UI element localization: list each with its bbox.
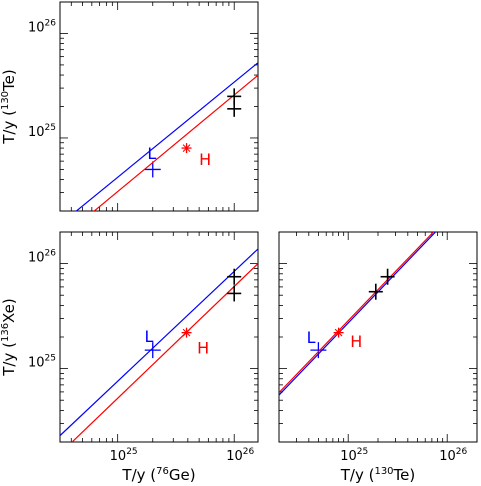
tick-marks <box>60 1 258 212</box>
series-annotation-L: L <box>147 144 156 163</box>
tick-marks <box>60 231 258 443</box>
data-point-black-0 <box>368 283 383 300</box>
data-layer <box>75 62 258 211</box>
series-annotation-L: L <box>145 327 154 346</box>
y-tick-label: 1025 <box>28 354 56 371</box>
data-point-H-0 <box>181 143 192 154</box>
data-layer <box>279 232 437 396</box>
data-point-black-1 <box>227 100 242 117</box>
series-line-H <box>71 263 258 442</box>
y-axis-label: T/y (136Xe) <box>0 298 18 377</box>
series-annotation-L: L <box>307 328 316 347</box>
data-point-H-0 <box>181 327 192 338</box>
data-point-black-1 <box>380 268 395 285</box>
x-axis-label: T/y (130Te) <box>340 466 416 484</box>
data-point-black-0 <box>227 268 242 285</box>
series-annotation-H: H <box>199 150 211 169</box>
tick-marks <box>278 231 478 443</box>
series-line-L <box>279 232 437 396</box>
panel-top-left: 1025 1026 T/y (130Te) L H <box>0 1 259 212</box>
data-point-L-0 <box>144 342 161 359</box>
y-tick-label: 1026 <box>28 249 56 266</box>
data-point-L-0 <box>310 342 327 359</box>
x-tick-label: 1026 <box>439 447 467 464</box>
panel-bottom-right: 1025 1026 T/y (130Te) L H <box>278 231 478 484</box>
panel-bottom-left: 1025 1026 1025 1026 T/y (136Xe) T/y (76Ge) L H <box>0 231 259 484</box>
data-point-L-0 <box>144 161 161 178</box>
series-annotation-H: H <box>350 332 362 351</box>
plot-frame <box>59 1 259 212</box>
y-axis-label: T/y (130Te) <box>0 69 18 145</box>
x-axis-label: T/y (76Ge) <box>121 466 195 484</box>
x-tick-label: 1025 <box>110 447 138 464</box>
data-point-black-1 <box>227 285 242 302</box>
y-tick-label: 1025 <box>28 123 56 140</box>
series-annotation-H: H <box>197 338 209 357</box>
x-tick-label: 1026 <box>226 447 254 464</box>
series-line-H <box>93 74 258 211</box>
plot-frame <box>59 231 259 443</box>
series-line-L <box>75 62 258 211</box>
series-line-L <box>60 248 258 437</box>
data-layer <box>60 248 258 442</box>
y-tick-label: 1026 <box>28 18 56 35</box>
data-point-H-0 <box>333 327 344 338</box>
x-tick-label: 1025 <box>340 447 368 464</box>
series-line-H <box>279 232 435 394</box>
